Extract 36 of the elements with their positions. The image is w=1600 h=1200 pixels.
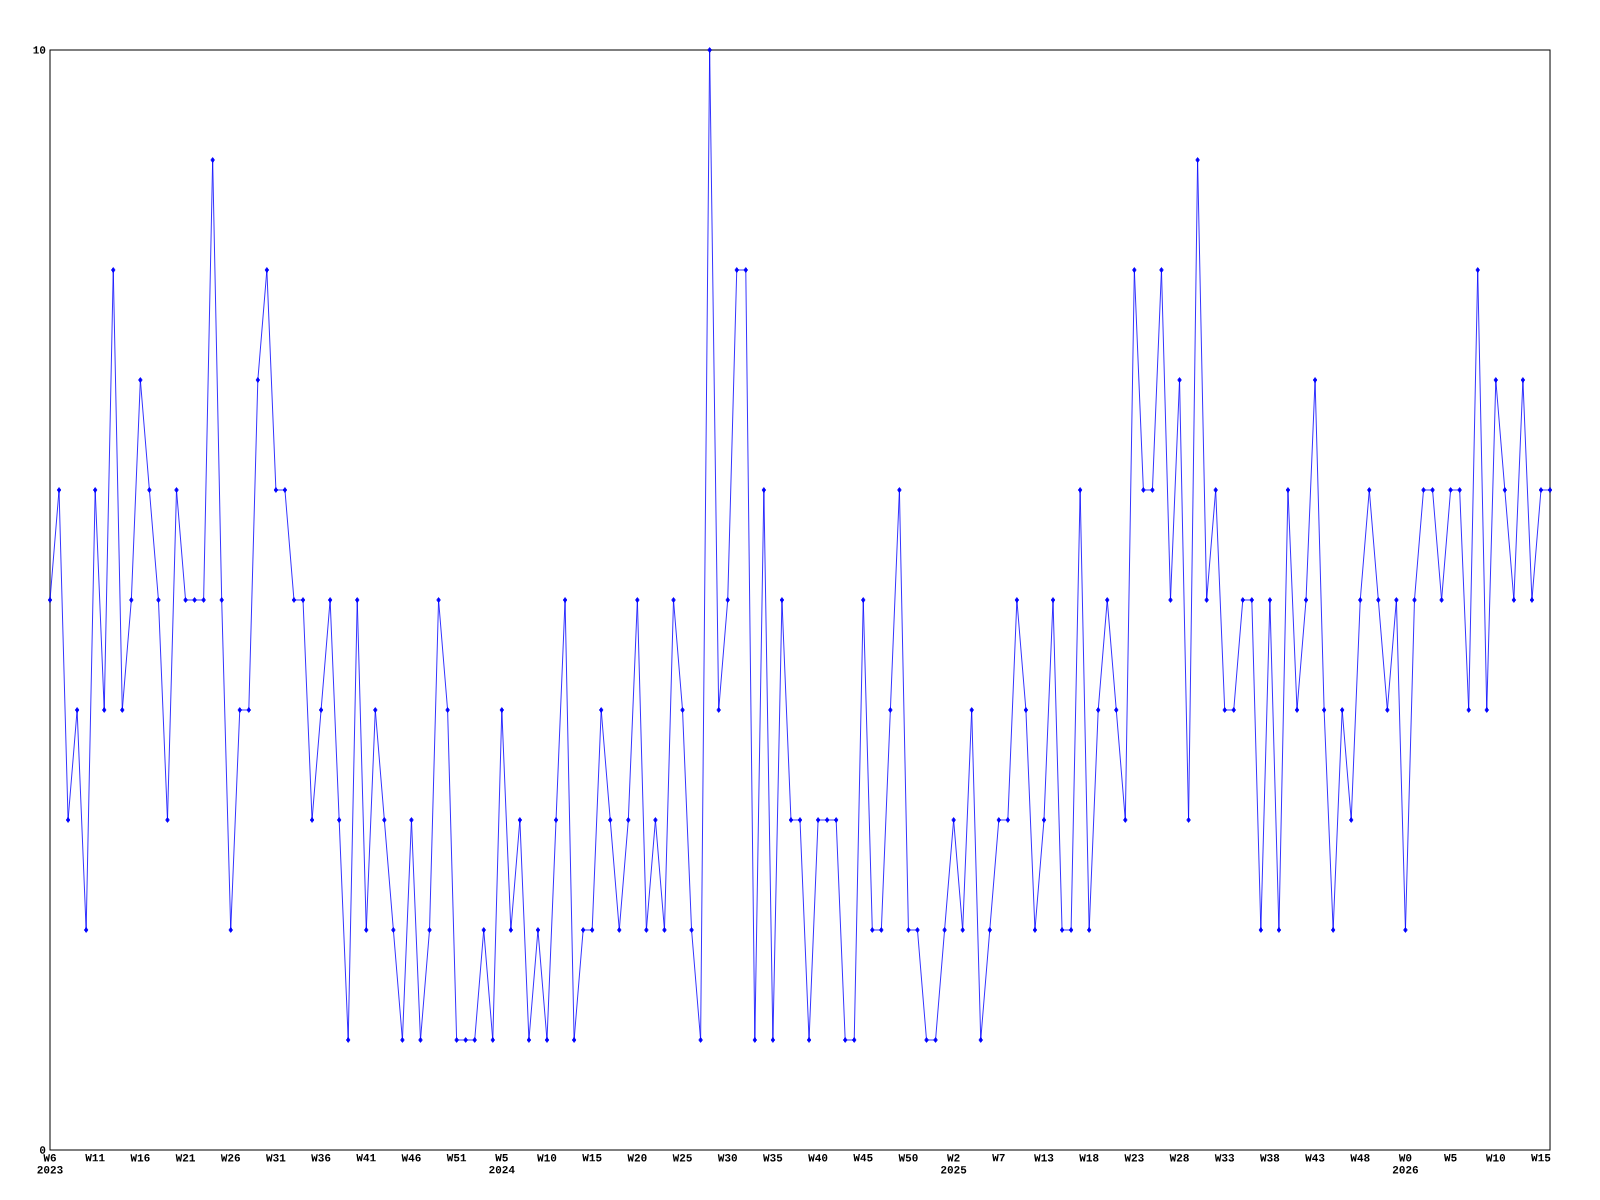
x-tick-label: W36	[311, 1154, 331, 1162]
x-tick-label: W11	[85, 1154, 105, 1162]
x-tick-label: W18	[1079, 1154, 1099, 1162]
x-tick-label: W50	[898, 1154, 918, 1162]
x-tick-label: W5	[1444, 1154, 1457, 1162]
x-tick-label: W25	[672, 1154, 692, 1162]
x-tick-label: W16	[130, 1154, 150, 1162]
x-tick-label: W2 2025	[941, 1154, 967, 1174]
x-tick-label: W5 2024	[489, 1154, 515, 1174]
x-tick-label: W51	[446, 1154, 467, 1162]
x-tick-label: W30	[717, 1154, 737, 1162]
x-tick-label: W0 2026	[1392, 1154, 1419, 1174]
x-tick-label: W48	[1350, 1154, 1370, 1162]
x-tick-label: W13	[1034, 1154, 1054, 1162]
x-tick-label: W38	[1259, 1154, 1280, 1162]
x-tick-label: W23	[1124, 1154, 1144, 1162]
x-tick-label: W10	[537, 1154, 557, 1162]
x-tick-label: W26	[220, 1154, 241, 1162]
x-tick-label: W40	[808, 1154, 828, 1162]
x-tick-label: W21	[175, 1154, 195, 1162]
x-tick-label: W41	[356, 1154, 376, 1162]
x-tick-label: W20	[627, 1154, 647, 1162]
x-tick-label: W46	[401, 1154, 421, 1162]
x-tick-label: W31	[266, 1154, 286, 1162]
y-tick-label: 0	[39, 1146, 46, 1154]
x-tick-label: W28	[1169, 1154, 1189, 1162]
y-tick-label: 10	[33, 46, 46, 54]
x-tick-label: W15	[1531, 1154, 1551, 1162]
x-tick-label: W6 2023	[37, 1154, 63, 1174]
x-tick-label: W15	[582, 1154, 602, 1162]
x-tick-label: W33	[1214, 1154, 1235, 1162]
x-tick-label: W10	[1485, 1154, 1506, 1162]
x-tick-label: W7	[992, 1154, 1005, 1162]
x-tick-label: W43	[1305, 1154, 1325, 1162]
x-tick-label: W45	[853, 1154, 873, 1162]
x-tick-label: W35	[763, 1154, 783, 1162]
